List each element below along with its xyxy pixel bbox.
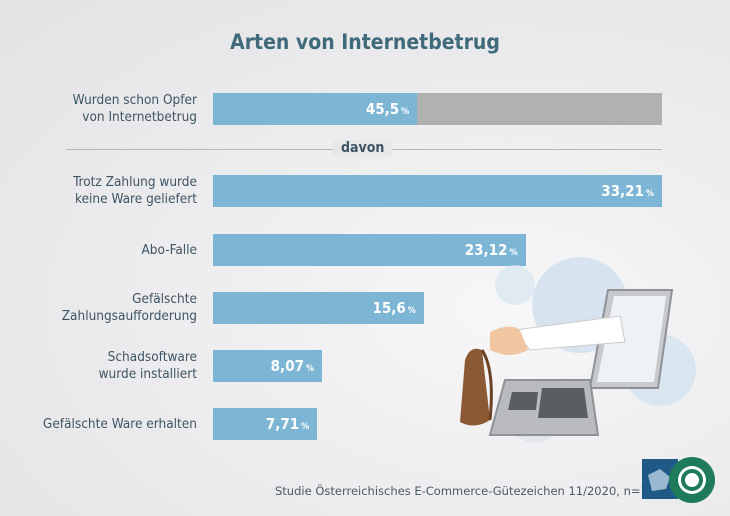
data-label: 23,12%: [464, 241, 518, 259]
bar-track: 45,5%: [213, 93, 662, 125]
bar: 15,6%: [213, 292, 424, 324]
category-label: Trotz Zahlung wurde keine Ware geliefert: [73, 174, 197, 207]
bar-row-headline: Wurden schon Opfer von Internetbetrug 45…: [0, 92, 730, 125]
bar: 23,12%: [213, 234, 526, 266]
bar: 7,71%: [213, 408, 318, 440]
data-label: 33,21%: [601, 182, 654, 200]
bar-row: Gefälschte Ware erhalten 7,71%: [0, 408, 730, 440]
bar: 45,5%: [213, 93, 418, 125]
category-label: Abo-Falle: [141, 241, 198, 258]
separator-label: davon: [333, 140, 393, 156]
bar-track: 33,21%: [213, 175, 662, 207]
category-label: Gefälschte Zahlungsaufforderung: [61, 291, 197, 324]
bar-track: 7,71%: [213, 408, 662, 440]
source-note: Studie Österreichisches E-Commerce-Gütez…: [275, 484, 670, 498]
chart-title: Arten von Internetbetrug: [230, 30, 500, 54]
category-label: Wurden schon Opfer von Internetbetrug: [72, 92, 197, 125]
bar-track: 15,6%: [213, 292, 662, 324]
bar-track: 23,12%: [213, 234, 662, 266]
category-label: Schadsoftware wurde installiert: [98, 349, 197, 382]
bar-track: 8,07%: [213, 350, 662, 382]
bar-row: Gefälschte Zahlungsaufforderung 15,6%: [0, 291, 730, 324]
data-label: 7,71%: [265, 415, 310, 433]
data-label: 15,6%: [372, 299, 416, 317]
data-label: 8,07%: [270, 357, 315, 375]
category-label: Gefälschte Ware erhalten: [42, 415, 197, 432]
bar: 33,21%: [213, 175, 662, 207]
data-label: 45,5%: [365, 100, 410, 118]
bar-row: Schadsoftware wurde installiert 8,07%: [0, 349, 730, 382]
bar: 8,07%: [213, 350, 323, 382]
hand-stealing-wallet-from-laptop-icon: [460, 257, 696, 443]
bar-row: Abo-Falle 23,12%: [0, 234, 730, 266]
guetezeichen-logo: [642, 457, 715, 503]
bar-row: Trotz Zahlung wurde keine Ware geliefert…: [0, 174, 730, 207]
